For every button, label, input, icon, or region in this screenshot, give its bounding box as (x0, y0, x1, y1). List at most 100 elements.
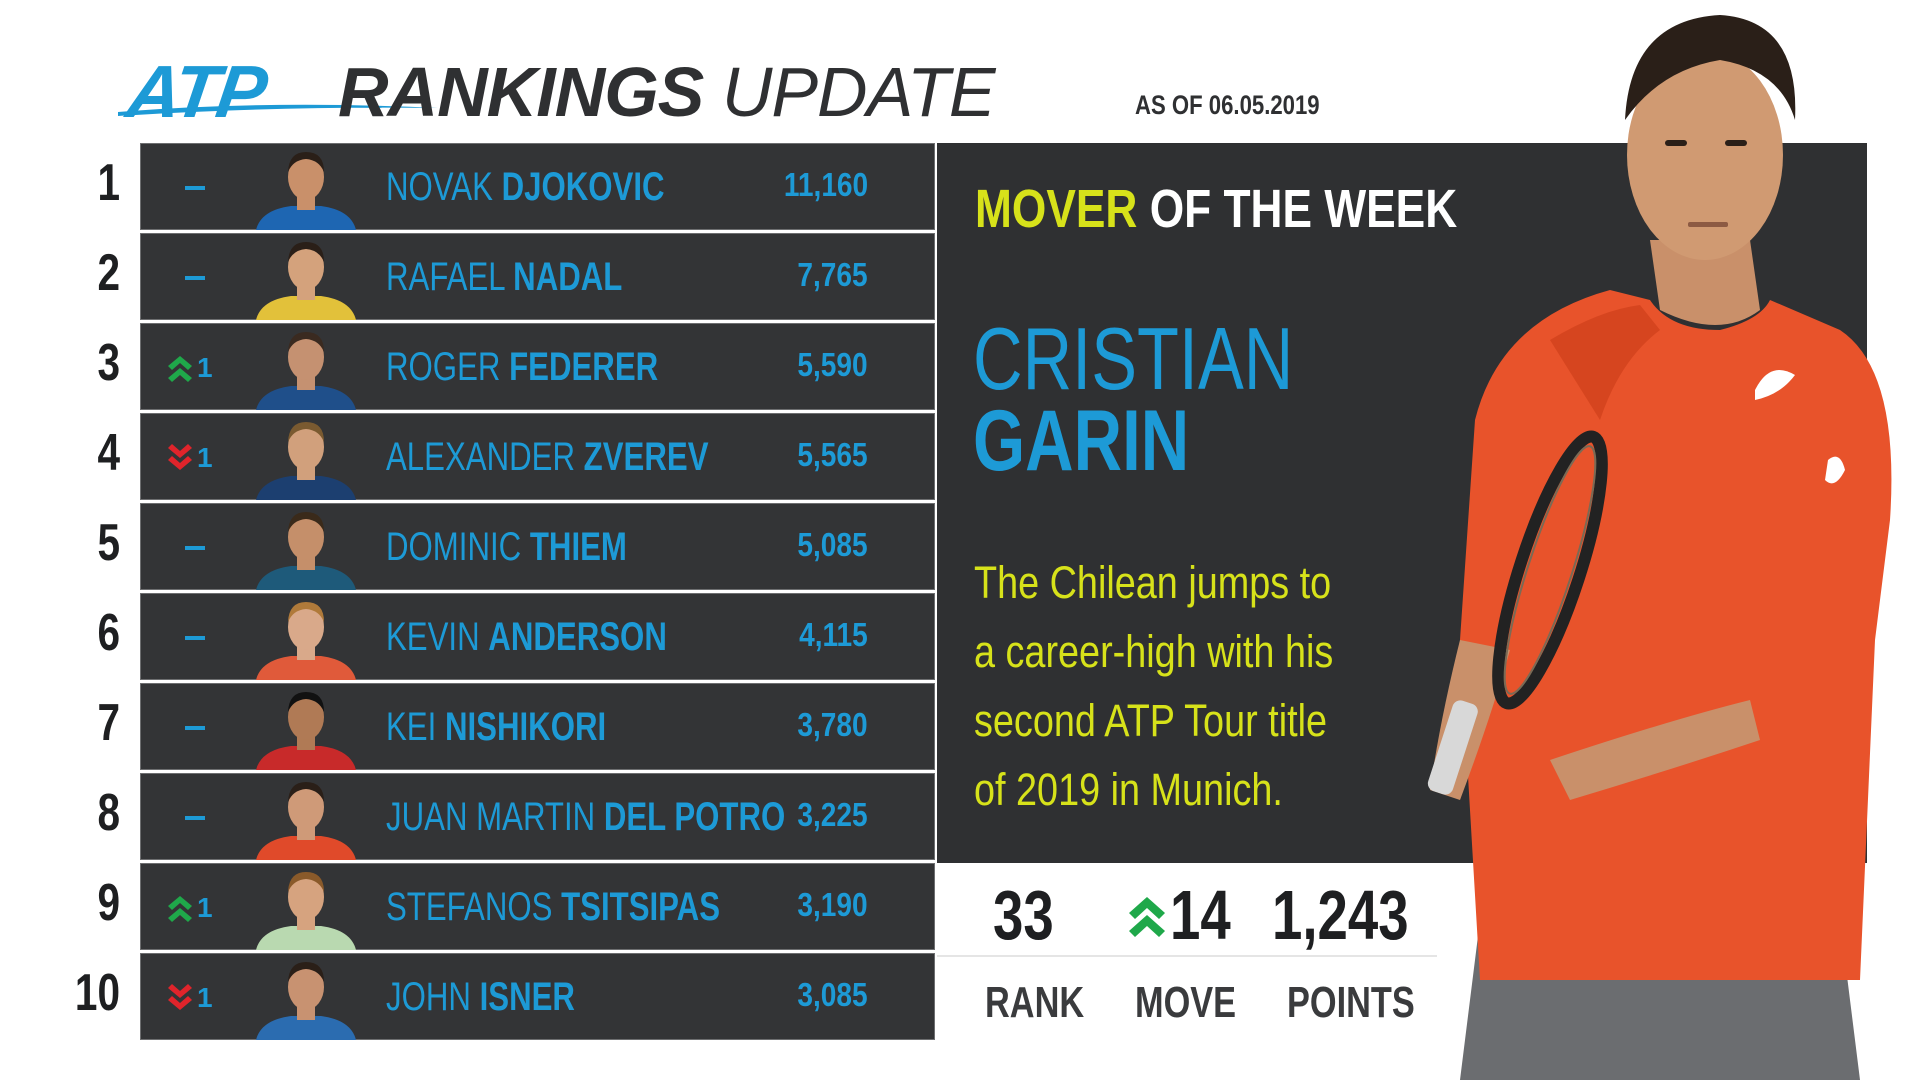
player-avatar (251, 324, 361, 410)
player-name: ALEXANDER ZVEREV (386, 434, 709, 480)
player-points: 3,780 (797, 706, 868, 743)
player-first-name: RAFAEL (386, 255, 514, 299)
rank-movement: 1 (165, 891, 225, 925)
no-change-dash-icon (185, 726, 205, 730)
rank-movement (165, 171, 225, 205)
player-avatar (251, 414, 361, 500)
rank-number: 3 (97, 334, 120, 392)
player-first-name: STEFANOS (386, 885, 562, 929)
ranking-row: RAFAEL NADAL 7,765 (140, 233, 935, 320)
player-points: 3,085 (797, 976, 868, 1013)
ranking-row: NOVAK DJOKOVIC 11,160 (140, 143, 935, 230)
player-first-name: ALEXANDER (386, 435, 584, 479)
rank-number: 9 (97, 874, 120, 932)
ranking-row: KEVIN ANDERSON 4,115 (140, 593, 935, 680)
rank-movement-value: 1 (197, 982, 213, 1013)
player-name: ROGER FEDERER (386, 344, 658, 390)
chevron-up-icon (1129, 897, 1165, 937)
player-name: RAFAEL NADAL (386, 254, 622, 300)
player-first-name: JOHN (386, 975, 480, 1019)
player-avatar (251, 774, 361, 860)
player-name: JOHN ISNER (386, 974, 575, 1020)
rank-movement: 1 (165, 351, 225, 385)
player-last-name: ISNER (479, 975, 575, 1019)
player-avatar (251, 144, 361, 230)
rank-number: 2 (97, 244, 120, 302)
rank-movement-value: 1 (197, 352, 213, 383)
as-of-date: AS OF 06.05.2019 (1135, 90, 1320, 120)
rank-movement: 1 (165, 981, 225, 1015)
player-points: 7,765 (797, 256, 868, 293)
mover-title-rest: OF THE WEEK (1137, 179, 1458, 239)
mover-stats (937, 863, 1437, 1043)
no-change-dash-icon (185, 636, 205, 640)
player-first-name: ROGER (386, 345, 510, 389)
mover-points-label: POINTS (1287, 978, 1415, 1027)
ranking-row: 1 STEFANOS TSITSIPAS 3,190 (140, 863, 935, 950)
player-last-name: ANDERSON (488, 615, 667, 659)
player-avatar (251, 954, 361, 1040)
player-last-name: NADAL (513, 255, 623, 299)
mover-move-label: MOVE (1135, 978, 1237, 1027)
mover-rank-value: 33 (993, 876, 1054, 954)
player-first-name: NOVAK (386, 165, 502, 209)
rank-movement (165, 711, 225, 745)
mover-description: The Chilean jumps to a career-high with … (974, 557, 1334, 815)
no-change-dash-icon (185, 186, 205, 190)
rank-number: 10 (74, 964, 120, 1022)
chevron-down-icon (168, 984, 192, 1010)
rank-number: 1 (97, 154, 120, 212)
player-last-name: THIEM (529, 525, 627, 569)
mover-title: MOVER OF THE WEEK (975, 178, 1457, 240)
player-name: DOMINIC THIEM (386, 524, 627, 570)
rank-movement-value: 1 (197, 892, 213, 923)
mover-move-value: 14 (1170, 876, 1231, 954)
player-last-name: TSITSIPAS (561, 885, 721, 929)
rank-movement (165, 531, 225, 565)
ranking-row: KEI NISHIKORI 3,780 (140, 683, 935, 770)
ranking-row: DOMINIC THIEM 5,085 (140, 503, 935, 590)
player-first-name: JUAN MARTIN (386, 795, 604, 839)
player-points: 5,085 (797, 526, 868, 563)
player-name: JUAN MARTIN DEL POTRO (386, 794, 785, 840)
rank-movement: 1 (165, 441, 225, 475)
page-title: RANKINGS UPDATE (338, 52, 996, 132)
player-points: 11,160 (783, 166, 868, 203)
no-change-dash-icon (185, 276, 205, 280)
rank-number: 6 (97, 604, 120, 662)
player-photo (1420, 0, 1920, 1080)
chevron-up-icon (168, 896, 192, 922)
player-last-name: NISHIKORI (444, 705, 607, 749)
chevron-down-icon (168, 444, 192, 470)
rank-number: 5 (97, 514, 120, 572)
rank-number: 8 (97, 784, 120, 842)
title-bold: RANKINGS (338, 53, 704, 131)
stats-divider (937, 955, 1437, 957)
mover-last-name: GARIN (973, 393, 1190, 489)
mover-first-name: CRISTIAN (973, 309, 1294, 408)
title-light: UPDATE (721, 53, 996, 131)
player-last-name: FEDERER (509, 345, 659, 389)
no-change-dash-icon (185, 546, 205, 550)
player-first-name: KEVIN (386, 615, 489, 659)
player-points: 4,115 (799, 616, 868, 653)
no-change-dash-icon (185, 816, 205, 820)
player-name: KEVIN ANDERSON (386, 614, 667, 660)
mover-points-value: 1,243 (1272, 876, 1409, 954)
ranking-row: JUAN MARTIN DEL POTRO 3,225 (140, 773, 935, 860)
player-last-name: DJOKOVIC (501, 165, 665, 209)
player-first-name: DOMINIC (386, 525, 530, 569)
player-name: KEI NISHIKORI (386, 704, 606, 750)
ranking-row: 1 JOHN ISNER 3,085 (140, 953, 935, 1040)
player-avatar (251, 594, 361, 680)
rank-number: 4 (97, 424, 120, 482)
ranking-row: 1 ALEXANDER ZVEREV 5,565 (140, 413, 935, 500)
rank-movement (165, 261, 225, 295)
atp-logo: ATP (122, 50, 271, 133)
player-avatar (251, 234, 361, 320)
chevron-up-icon (168, 356, 192, 382)
player-avatar (251, 504, 361, 590)
player-figure-image (1427, 15, 1892, 1080)
player-last-name: ZVEREV (583, 435, 709, 479)
player-points: 5,565 (797, 436, 868, 473)
